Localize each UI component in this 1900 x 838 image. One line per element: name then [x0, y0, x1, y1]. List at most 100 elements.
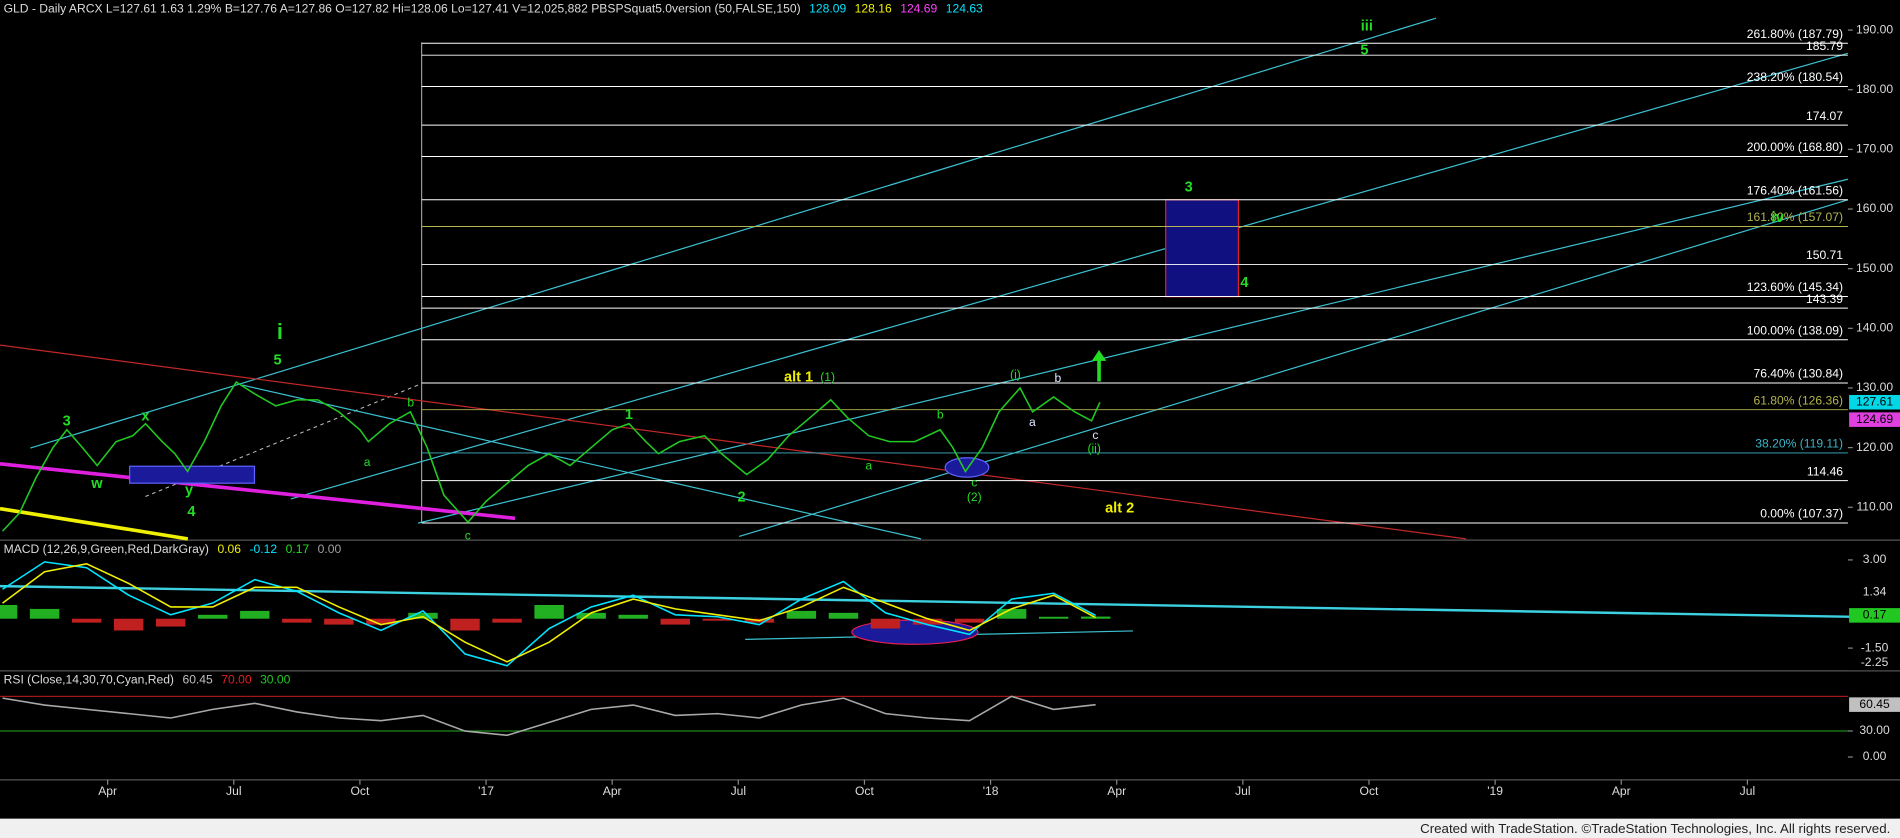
- dashed-line: [145, 384, 419, 497]
- fib-label: 100.00% (138.09): [1747, 323, 1843, 337]
- y-tick-label: 170.00: [1856, 142, 1893, 156]
- panel-title-value: 0.00: [318, 542, 342, 556]
- header-value: 128.16: [855, 2, 892, 16]
- fib-label: 0.00% (107.37): [1760, 507, 1843, 521]
- histogram-bar: [198, 614, 228, 619]
- wave-label: y: [185, 482, 193, 498]
- y-tick-label: 130.00: [1856, 380, 1893, 394]
- histogram-bar: [282, 618, 312, 623]
- x-tick-label: Apr: [98, 784, 117, 798]
- arrow-head: [1091, 349, 1107, 361]
- wave-label: b: [937, 408, 944, 422]
- header-title: GLD - Daily ARCX L=127.61 1.63 1.29% B=1…: [4, 2, 801, 16]
- fib-label: 61.80% (126.36): [1753, 393, 1843, 407]
- histogram-bar: [155, 618, 186, 627]
- header-value: 124.63: [946, 2, 983, 16]
- y-tick-label: 140.00: [1856, 321, 1893, 335]
- price-tag: [1849, 697, 1900, 712]
- price-tag-label: 127.61: [1856, 394, 1893, 408]
- wave-label: x: [141, 408, 149, 424]
- wave-label: c: [1092, 428, 1098, 442]
- fib-label: 143.39: [1806, 292, 1843, 306]
- trend-line: [0, 506, 189, 541]
- histogram-bar: [786, 610, 817, 619]
- histogram-bar: [324, 618, 354, 625]
- fib-label: 150.71: [1806, 248, 1843, 262]
- x-tick-label: Apr: [603, 784, 622, 798]
- x-tick-label: Apr: [1107, 784, 1126, 798]
- wave-label: 3: [63, 413, 71, 429]
- price-tag-label: 60.45: [1859, 697, 1890, 711]
- x-tick-label: Jul: [1235, 784, 1250, 798]
- fib-label: 114.46: [1807, 464, 1843, 478]
- wave-label: 5: [273, 353, 281, 369]
- histogram-bar: [1080, 616, 1111, 619]
- histogram-bar: [702, 618, 733, 621]
- wave-label: (i): [1010, 368, 1021, 382]
- y-tick-label: 190.00: [1856, 22, 1893, 36]
- fib-label: 76.40% (130.84): [1753, 367, 1843, 381]
- panel-title-value: 70.00: [221, 673, 252, 687]
- panel-title: MACD (12,26,9,Green,Red,DarkGray) 0.06 -0.…: [4, 542, 342, 556]
- x-tick-label: '18: [983, 784, 999, 798]
- fib-label: 261.80% (187.79): [1747, 27, 1843, 41]
- series-line: [2, 561, 1097, 667]
- histogram-bar: [870, 618, 901, 629]
- price-tag-label: 1.34: [1863, 585, 1887, 599]
- x-tick-label: Jul: [731, 784, 746, 798]
- panel-title-value: 30.00: [260, 673, 291, 687]
- header-value: 128.09: [809, 2, 846, 16]
- wave-label: b: [1054, 371, 1061, 385]
- wave-label: (1): [820, 370, 835, 384]
- y-tick-label: 160.00: [1856, 201, 1893, 215]
- target-box: [1165, 199, 1239, 298]
- wave-label: iii: [1361, 18, 1373, 34]
- histogram-bar: [408, 612, 438, 619]
- fib-label: 174.07: [1806, 109, 1843, 123]
- histogram-bar: [660, 618, 690, 625]
- x-tick-label: Oct: [350, 784, 369, 798]
- histogram-bar: [618, 614, 648, 619]
- histogram-bar: [576, 612, 606, 619]
- wave-label: a: [1029, 415, 1036, 429]
- wave-label: w: [90, 476, 103, 492]
- x-tick-label: Apr: [1612, 784, 1631, 798]
- y-tick-label: 110.00: [1856, 499, 1892, 513]
- plot: 110.00 1 2 0.00 130.00 140.00 150.00 160.00 170.…: [0, 22, 1900, 798]
- histogram-bar: [366, 618, 396, 625]
- wave-label: 1: [625, 407, 633, 423]
- wave-label: (2): [967, 490, 982, 504]
- wave-label: alt 2: [1105, 500, 1134, 516]
- wave-label: iv: [1772, 210, 1785, 226]
- y-tick-label: -1.50: [1861, 640, 1889, 654]
- channel-line: [290, 52, 1849, 500]
- header-value: 124.69: [900, 2, 937, 16]
- histogram-bar: [534, 605, 564, 619]
- header: GLD - Daily ARCX L=127.61 1.63 1.29% B=1…: [4, 2, 983, 16]
- wave-label: b: [407, 395, 414, 409]
- histogram-bar: [954, 618, 985, 623]
- price-tag: [1849, 412, 1900, 427]
- wave-label: (ii): [1087, 441, 1100, 455]
- fib-label: 185.79: [1806, 39, 1843, 53]
- x-tick-label: '19: [1487, 784, 1503, 798]
- histogram-bar: [240, 610, 270, 619]
- panel-title-text: MACD (12,26,9,Green,Red,DarkGray): [4, 542, 209, 556]
- panel-title-text: RSI (Close,14,30,70,Cyan,Red): [4, 673, 174, 687]
- price-tag: [1849, 655, 1900, 671]
- wave-label: i: [277, 319, 283, 344]
- y-tick-label: 150.00: [1856, 261, 1893, 275]
- wave-label: a: [364, 455, 371, 469]
- histogram-bar: [828, 612, 859, 619]
- wave-label: 2: [738, 490, 746, 506]
- panel-title-value: -0.12: [250, 542, 278, 556]
- trend-line: [0, 461, 516, 521]
- wave-label: 5: [1360, 43, 1368, 59]
- y-tick-label: 180.00: [1856, 82, 1893, 96]
- channel-line: [30, 17, 1437, 449]
- wave-label: c: [971, 475, 977, 489]
- x-tick-label: Oct: [855, 784, 874, 798]
